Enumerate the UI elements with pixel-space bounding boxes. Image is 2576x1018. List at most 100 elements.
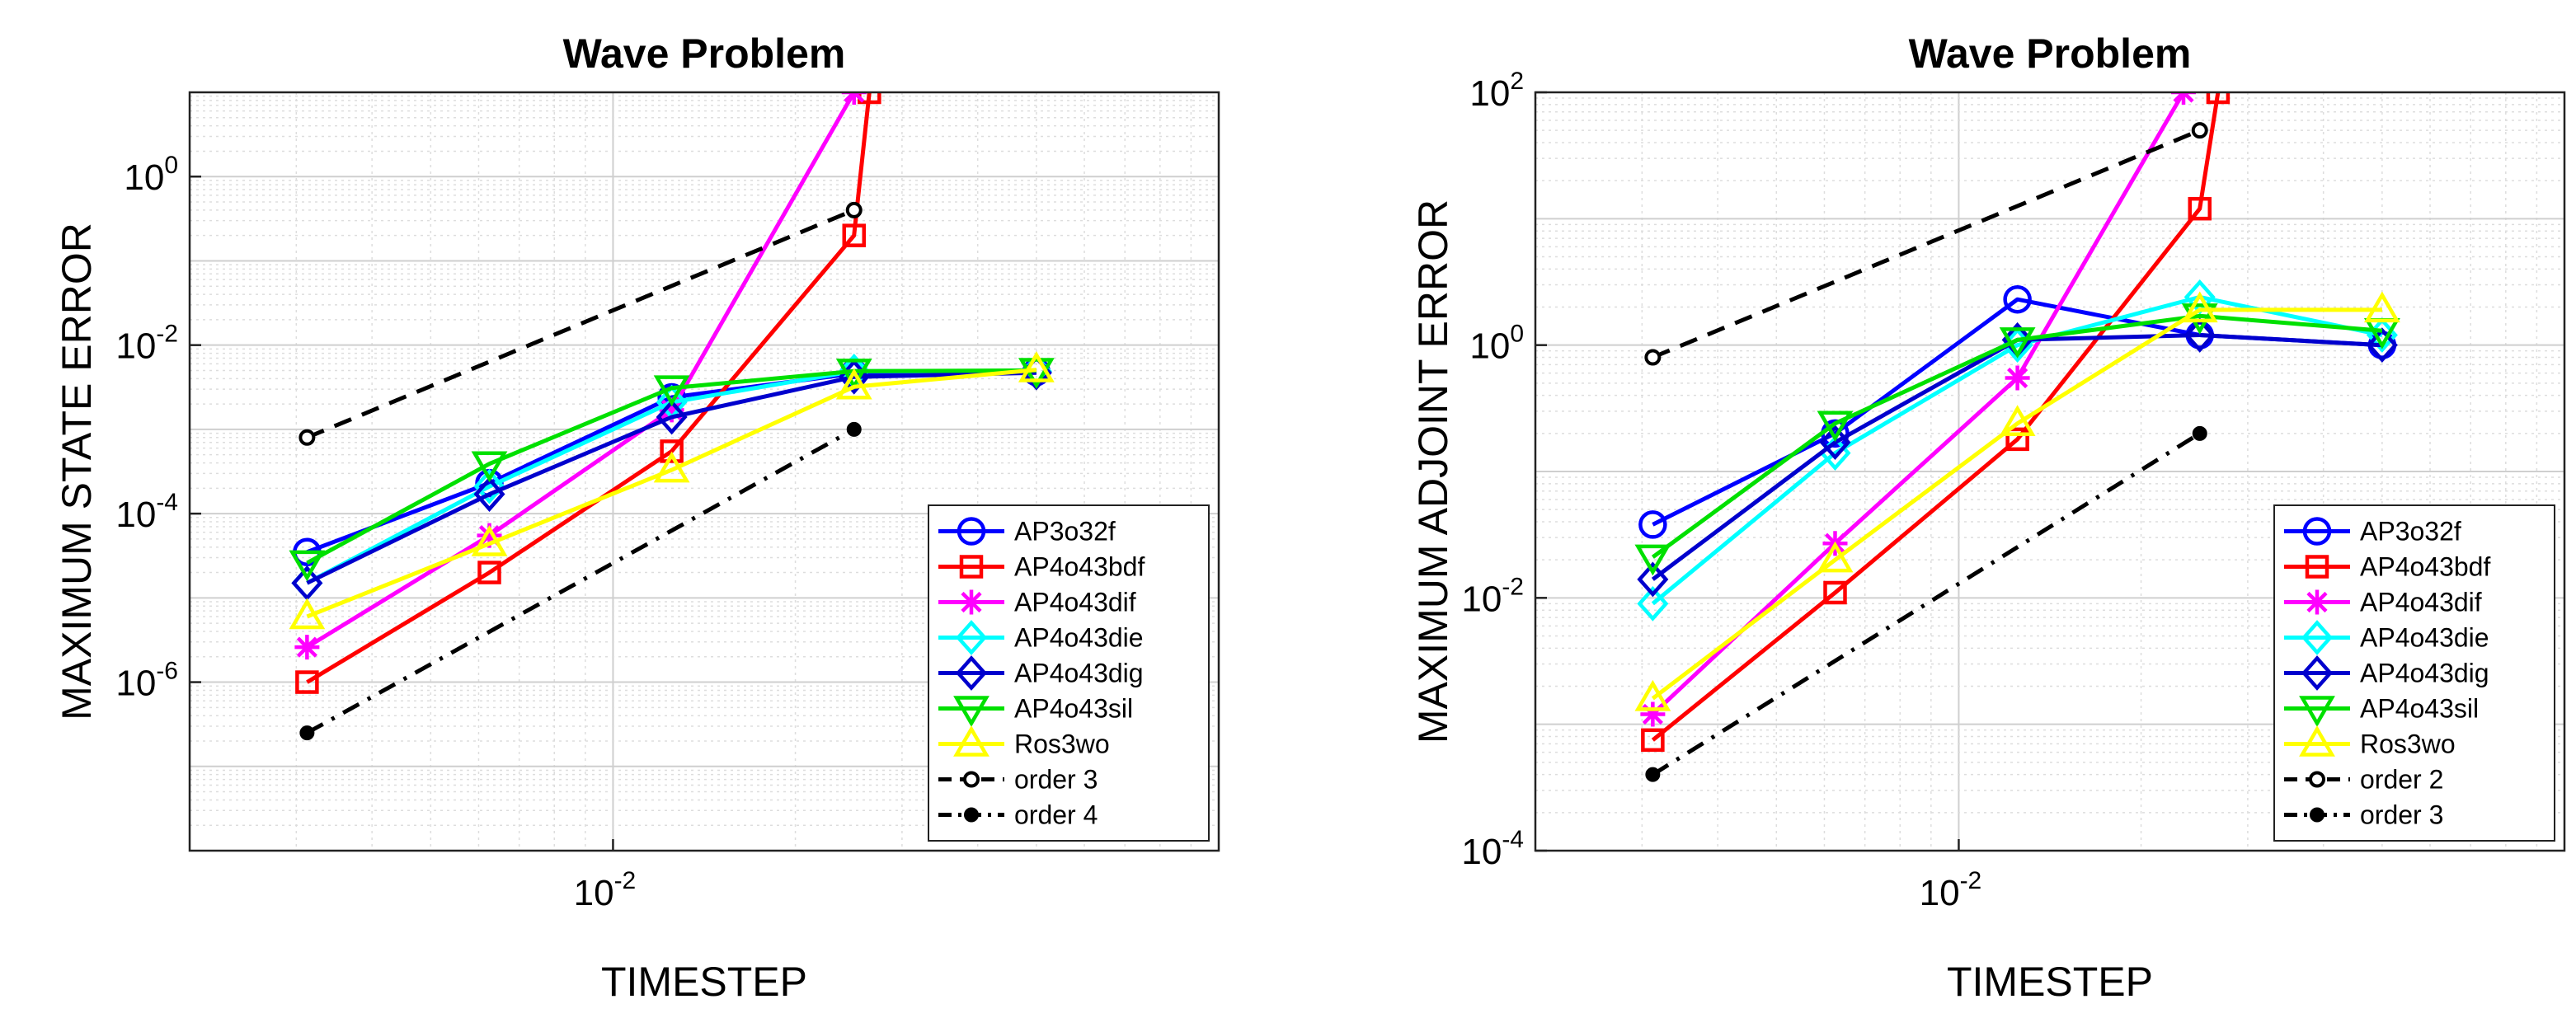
series-order-2-line (1652, 128, 2201, 359)
series-ap3o32f-marker (1638, 510, 1667, 539)
series-ap4o43bdf-marker (1641, 728, 1665, 753)
axes-frame (188, 91, 1220, 852)
series-ap4o43dif (294, 92, 867, 660)
legend-marker (2305, 555, 2329, 579)
series-ros3wo-line (306, 368, 1037, 619)
legend-entry-ap4o43dif: AP4o43dif (938, 588, 1136, 617)
series-ap4o43dig-marker (2183, 317, 2216, 353)
legend-marker (957, 517, 986, 546)
legend: AP3o32f AP4o43bdf AP4o43dif AP4o43die AP4o43… (928, 504, 1210, 842)
legend-label: order 3 (2360, 800, 2443, 830)
series-order-3-marker (298, 429, 316, 446)
legend-label: AP4o43die (2360, 623, 2489, 653)
x-axis-label: TIMESTEP (1947, 959, 2153, 1005)
series-order-2-marker (2191, 122, 2208, 139)
tick-base: 10 (1461, 832, 1502, 872)
y-tick-label: 100 (124, 152, 178, 198)
chart-title: Wave Problem (563, 30, 846, 77)
legend-label: AP3o32f (2360, 517, 2461, 547)
chart-title: Wave Problem (1909, 30, 2192, 77)
legend-entry-ap4o43die: AP4o43die (938, 620, 1144, 655)
x-tick-label: 10-2 (1920, 867, 1982, 913)
y-axis-label: MAXIMUM ADJOINT ERROR (1410, 199, 1456, 744)
series-ros3wo-marker (835, 368, 872, 400)
legend-marker (953, 696, 990, 727)
tick-base: 10 (115, 495, 156, 535)
legend-entry-ap4o43dig: AP4o43dig (938, 655, 1144, 691)
series-order-3 (1645, 425, 2207, 782)
y-tick-label: 10-2 (115, 321, 178, 367)
series-ap4o43dif-line (306, 92, 856, 650)
legend-marker (2302, 517, 2332, 546)
series-ap4o43sil-marker (1999, 327, 2036, 359)
series-ros3wo-marker (1018, 351, 1055, 382)
tick-exponent: -2 (156, 321, 178, 348)
tick-base: 10 (1469, 73, 1510, 114)
legend-marker (963, 771, 980, 788)
series-ros3wo-marker (289, 598, 326, 630)
series-ap4o43sil-line (1651, 313, 2383, 559)
tick-exponent: -2 (1960, 867, 1982, 894)
series-layer (1634, 92, 2400, 782)
legend-marker (2299, 696, 2335, 727)
series-ros3wo-marker (1999, 405, 2036, 436)
series-ap4o43sil-marker (653, 375, 690, 407)
tick-exponent: -2 (614, 867, 637, 894)
series-ap4o43bdf-marker (295, 670, 319, 694)
tick-exponent: -2 (1502, 573, 1524, 600)
legend-marker (2310, 807, 2325, 823)
series-order-3-line (306, 208, 855, 440)
legend-entry-ap4o43dig: AP4o43dig (2284, 655, 2489, 691)
tick-base: 10 (1469, 326, 1510, 367)
series-ap4o43dif-marker (1640, 701, 1666, 727)
tick-base: 10 (574, 873, 614, 913)
legend-marker (2309, 771, 2325, 788)
series-ap4o43sil-marker (471, 451, 508, 483)
series-ap4o43bdf-marker (842, 223, 866, 247)
legend-entry-ap4o43dif: AP4o43dif (2284, 588, 2482, 617)
series-order-4-marker (846, 421, 862, 437)
legend-label: AP4o43bdf (1014, 552, 1145, 582)
tick-base: 10 (1920, 873, 1960, 913)
legend-entry-order-3: order 3 (2284, 800, 2443, 830)
series-ros3wo (1634, 291, 2400, 711)
legend-label: AP4o43dif (2360, 588, 2482, 617)
series-ap4o43bdf-marker (2005, 427, 2029, 452)
legend-entry-order-4: order 4 (938, 800, 1098, 830)
tick-base: 10 (124, 157, 164, 198)
legend-marker (2299, 725, 2335, 757)
series-order-3 (298, 201, 863, 446)
y-axis-label: MAXIMUM STATE ERROR (54, 223, 100, 720)
legend-marker (2301, 620, 2334, 655)
y-tick-label: 10-4 (115, 489, 178, 535)
tick-exponent: 0 (1510, 321, 1524, 348)
legend-label: AP4o43sil (2360, 694, 2479, 724)
series-ap4o43sil-marker (1634, 544, 1671, 576)
legend-marker (2301, 655, 2334, 691)
series-ap4o43bdf-marker (858, 92, 881, 105)
series-ap4o43sil-marker (1817, 410, 1854, 443)
legend-label: Ros3wo (2360, 729, 2456, 759)
series-ap4o43dif-marker (659, 397, 684, 423)
legend-entry-ap3o32f: AP3o32f (2284, 517, 2461, 547)
series-ap4o43sil-marker (289, 550, 326, 582)
series-order-3-line (1652, 431, 2202, 776)
legend-label: AP4o43die (1014, 623, 1144, 653)
series-ros3wo-marker (2181, 291, 2218, 323)
series-order-3-marker (845, 201, 863, 218)
tick-exponent: 2 (1510, 68, 1524, 95)
y-tick-label: 102 (1469, 68, 1524, 114)
legend-entry-order-3: order 3 (938, 765, 1098, 795)
series-ap4o43dif-marker (294, 635, 320, 660)
series-ap4o43sil-marker (2181, 303, 2218, 335)
legend-entry-ap4o43sil: AP4o43sil (2284, 694, 2479, 727)
legend-marker (959, 555, 984, 579)
series-ap4o43dig-marker (1819, 425, 1851, 461)
series-order-4 (299, 421, 862, 741)
series-order-2 (1644, 122, 2208, 366)
legend-entry-ap3o32f: AP3o32f (938, 517, 1116, 547)
legend-entry-order-2: order 2 (2284, 765, 2443, 795)
series-ros3wo (289, 351, 1055, 630)
legend-entry-ap4o43bdf: AP4o43bdf (938, 552, 1145, 582)
